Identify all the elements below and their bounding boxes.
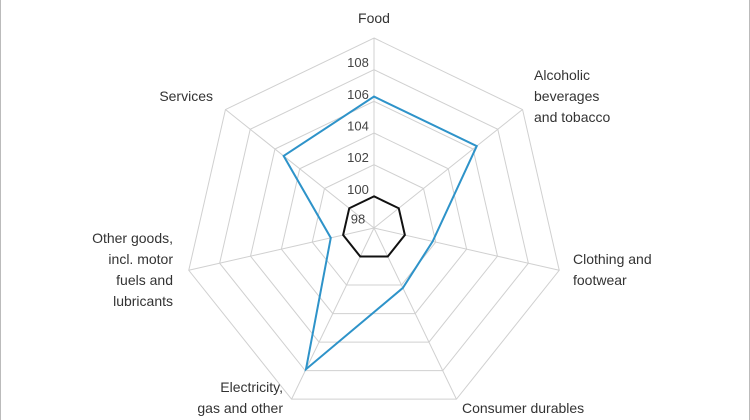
- category-label: Consumer durables: [462, 400, 585, 416]
- category-label: Clothing and footwear: [573, 251, 652, 288]
- grid-ring: [219, 69, 529, 372]
- tick-label: 100: [347, 182, 369, 197]
- tick-label: 98: [351, 211, 365, 226]
- outer-ring: [188, 37, 560, 400]
- category-label: Electricity, gas and other: [197, 379, 283, 416]
- series-line: [282, 95, 479, 372]
- grid-ring: [249, 100, 499, 343]
- tick-label: 106: [347, 87, 369, 102]
- tick-label: 104: [347, 118, 369, 133]
- spoke: [373, 109, 523, 229]
- tick-label: 102: [347, 150, 369, 165]
- grid-ring: [280, 132, 468, 315]
- spoke: [373, 227, 560, 271]
- series-line: [342, 195, 406, 258]
- category-label: Services: [159, 88, 213, 104]
- category-label: Alcoholic beverages and tobacco: [534, 67, 611, 125]
- grid-ring: [311, 164, 437, 286]
- tick-label: 108: [347, 55, 369, 70]
- spoke: [188, 227, 375, 271]
- category-label: Other goods, incl. motor fuels and lubri…: [92, 230, 173, 309]
- category-label: Food: [358, 10, 390, 26]
